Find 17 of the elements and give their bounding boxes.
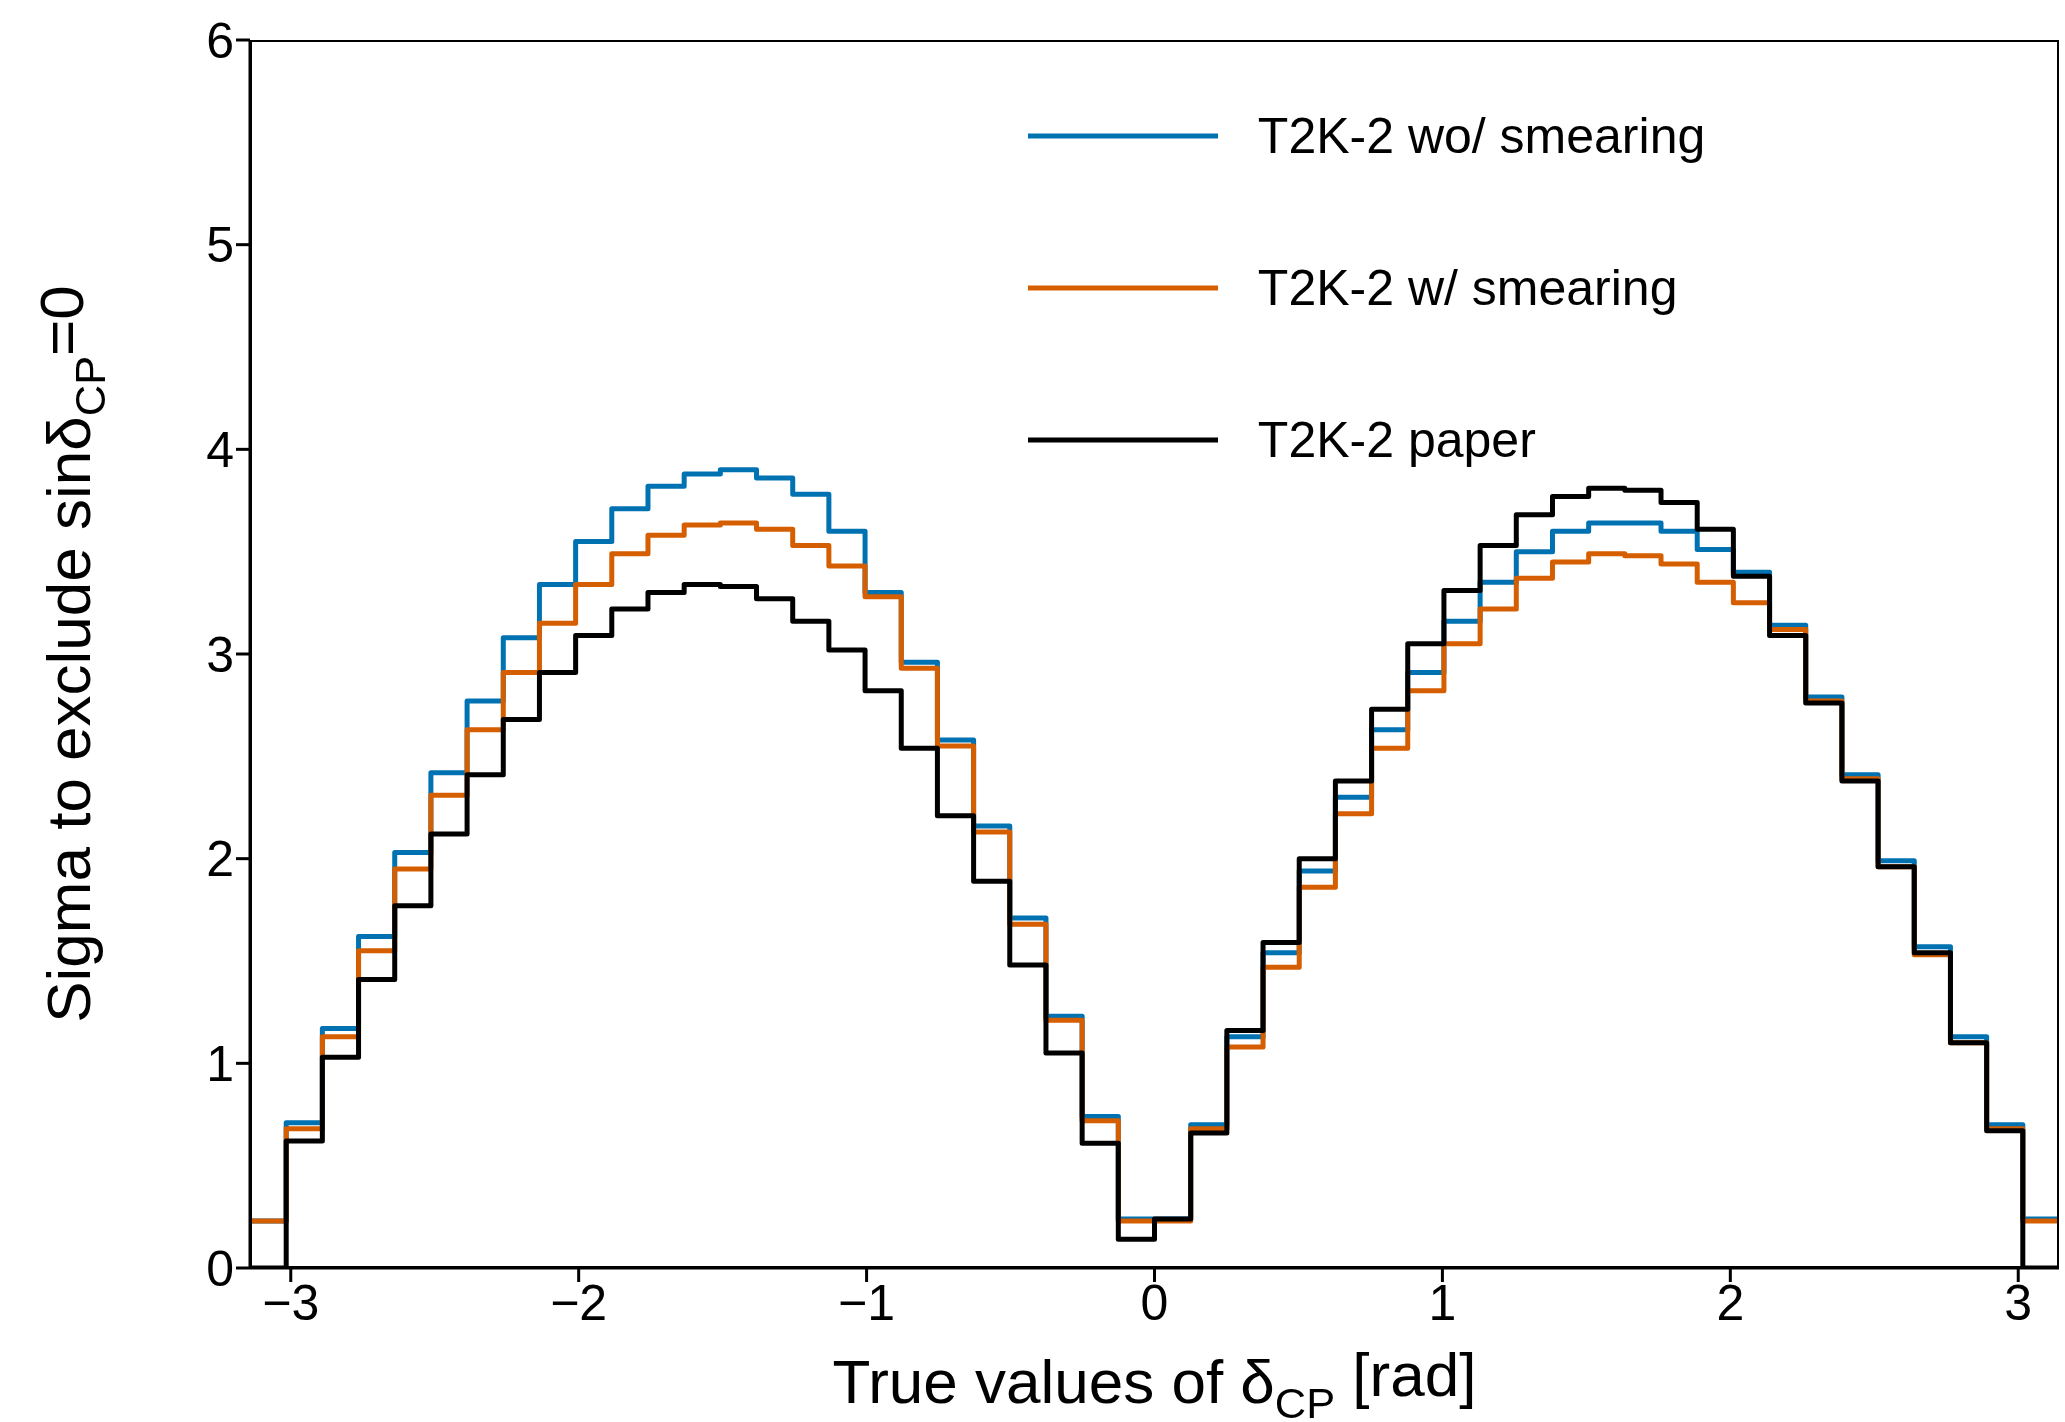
- y-tick-label: 2: [206, 831, 234, 888]
- legend-label: T2K-2 wo/ smearing: [1257, 107, 1706, 165]
- x-tick-label: 1: [1428, 1274, 1457, 1331]
- y-tick-label: 1: [206, 1036, 234, 1093]
- x-tick-label: −3: [262, 1274, 320, 1331]
- y-tick-label: 5: [206, 217, 234, 274]
- x-tick-label: −2: [550, 1274, 608, 1331]
- x-tick-label: 0: [1140, 1274, 1169, 1331]
- x-tick-label: −1: [838, 1274, 896, 1331]
- legend-label: T2K-2 w/ smearing: [1257, 259, 1678, 317]
- y-tick-label: 3: [206, 626, 234, 683]
- legend-label: T2K-2 paper: [1257, 411, 1536, 469]
- x-tick-label: 2: [1716, 1274, 1745, 1331]
- x-tick-label: 3: [2004, 1274, 2033, 1331]
- y-tick-label: 4: [206, 422, 234, 479]
- y-tick-label: 6: [206, 12, 234, 69]
- x-axis-title: True values of δ$_{CP}$ [rad]: [832, 1340, 1477, 1422]
